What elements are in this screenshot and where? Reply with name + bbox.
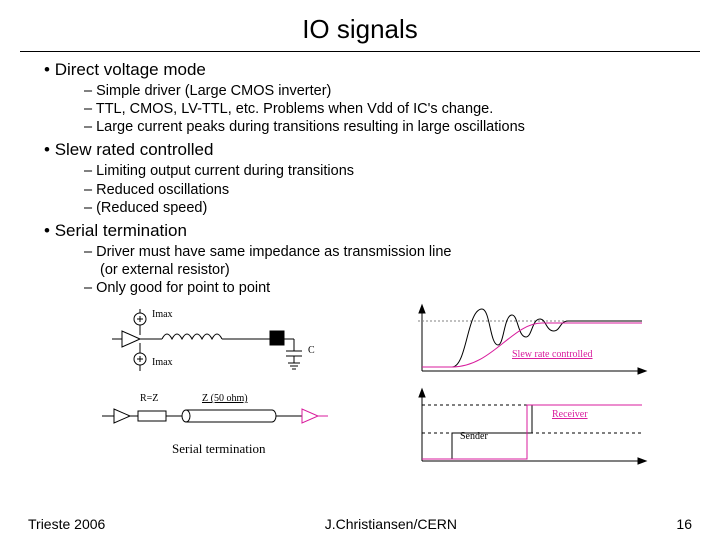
label-imax-bottom: Imax (152, 357, 173, 368)
label-receiver: Receiver (552, 409, 588, 420)
label-rz: R=Z (140, 393, 158, 404)
diagram-area: Imax Imax C R=Z Z (50 ohm) Slew rate con… (22, 301, 698, 476)
sub-bullet: Reduced oscillations (84, 181, 698, 199)
bullet-1: Direct voltage mode Simple driver (Large… (44, 60, 698, 136)
label-imax-top: Imax (152, 309, 173, 320)
label-slew: Slew rate controlled (512, 349, 593, 360)
sub-bullet: TTL, CMOS, LV-TTL, etc. Problems when Vd… (84, 100, 698, 118)
label-z50: Z (50 ohm) (202, 393, 248, 404)
sub-bullet: Only good for point to point (84, 279, 698, 297)
label-sender: Sender (460, 431, 488, 442)
sub-bullet: Driver must have same impedance as trans… (84, 243, 698, 279)
bullet-3: Serial termination Driver must have same… (44, 221, 698, 297)
circuit-diagrams (22, 301, 702, 476)
page-title: IO signals (20, 0, 700, 52)
label-c: C (308, 345, 315, 356)
sub-bullet: Large current peaks during transitions r… (84, 118, 698, 136)
label-serial-termination: Serial termination (172, 441, 266, 457)
footer-left: Trieste 2006 (28, 516, 105, 532)
bullet-2: Slew rated controlled Limiting output cu… (44, 140, 698, 216)
footer-right: 16 (676, 516, 692, 532)
footer: Trieste 2006 J.Christiansen/CERN 16 (0, 516, 720, 532)
sub-bullet: Limiting output current during transitio… (84, 162, 698, 180)
sub-bullet: (Reduced speed) (84, 199, 698, 217)
footer-center: J.Christiansen/CERN (325, 516, 457, 532)
content: Direct voltage mode Simple driver (Large… (0, 52, 720, 476)
sub-bullet: Simple driver (Large CMOS inverter) (84, 82, 698, 100)
